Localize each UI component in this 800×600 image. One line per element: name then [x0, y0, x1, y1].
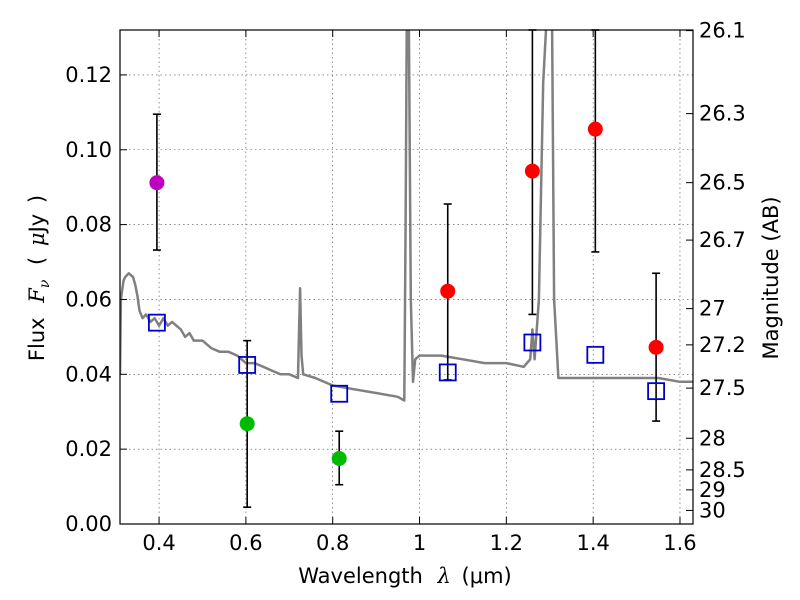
model-sed-layer [120, 30, 693, 402]
model-sed-line [120, 30, 693, 402]
magnitude-axis-title: Magnitude (AB) [759, 196, 783, 359]
mag-tick-label: 26.3 [699, 102, 746, 126]
y-tick-label: 0.02 [65, 437, 112, 461]
y-tick-label: 0.12 [65, 63, 112, 87]
x-tick-label: 0.4 [142, 531, 175, 555]
plot-frame [119, 29, 694, 525]
x-tick-label: 1 [413, 531, 426, 555]
mag-tick-label: 27 [699, 297, 726, 321]
mag-tick-label: 26.1 [699, 19, 746, 43]
observed-flux-point [149, 175, 165, 191]
y-tick-label: 0.06 [65, 287, 112, 311]
y-axis-ticks: 0.00 0.02 0.04 0.06 0.08 0.10 0.12 [65, 63, 127, 536]
mag-tick-label: 27.5 [699, 376, 746, 400]
x-tick-label: 1.4 [576, 531, 609, 555]
observed-flux-point [239, 416, 255, 432]
grid-lines [120, 30, 693, 525]
model-photometry-square [586, 345, 605, 364]
mag-tick-label: 26.5 [699, 171, 746, 195]
y-axis-title: Flux Fν ( μJy ) [25, 195, 54, 361]
x-tick-label: 0.8 [316, 531, 349, 555]
observed-flux-point [587, 121, 603, 137]
data-points-layer [147, 29, 666, 508]
model-photometry-square [523, 333, 542, 352]
model-photometry-square [438, 363, 457, 382]
mag-tick-label: 29 [699, 478, 726, 502]
x-axis-ticks: 0.4 0.6 0.8 1 1.2 1.4 1.6 [142, 30, 697, 555]
y-tick-label: 0.10 [65, 138, 112, 162]
x-tick-label: 1.6 [663, 531, 696, 555]
model-photometry-square [330, 384, 349, 403]
x-tick-label: 1.2 [490, 531, 523, 555]
mag-tick-label: 30 [699, 498, 726, 522]
x-axis-title: Wavelength λ (μm) [298, 564, 511, 588]
observed-flux-point [440, 283, 456, 299]
model-photometry-square [238, 356, 257, 374]
mag-tick-label: 28 [699, 426, 726, 450]
model-photometry-square [147, 313, 166, 332]
y-tick-label: 0.04 [65, 362, 112, 386]
observed-flux-point [524, 163, 540, 179]
observed-flux-point [331, 451, 347, 467]
mag-tick-label: 26.7 [699, 228, 746, 252]
y-tick-label: 0.08 [65, 213, 112, 237]
mag-tick-label: 27.2 [699, 333, 746, 357]
observed-flux-point [648, 339, 664, 355]
mag-tick-label: 28.5 [699, 458, 746, 482]
x-tick-label: 0.6 [229, 531, 262, 555]
y-tick-label: 0.00 [65, 512, 112, 536]
model-photometry-square [647, 382, 666, 401]
